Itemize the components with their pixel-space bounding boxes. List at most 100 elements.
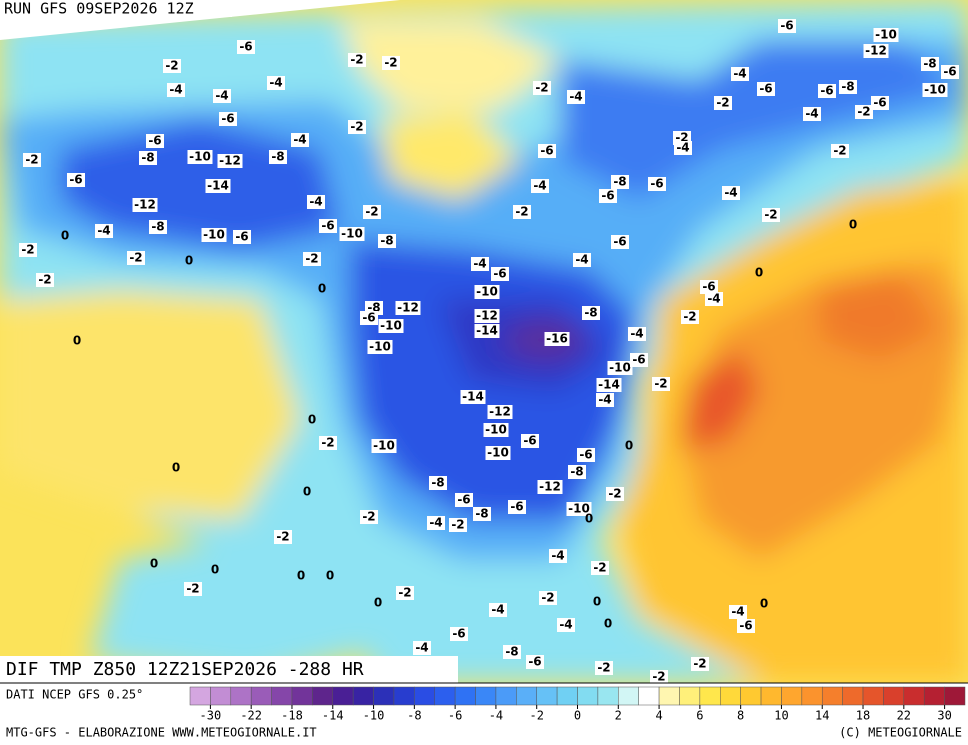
label-box [395, 301, 421, 315]
label-box [267, 76, 285, 90]
label-box [378, 319, 404, 333]
label-box [303, 252, 321, 266]
map-title: DIF TMP Z850 12Z21SEP2026 -288 HR [6, 659, 364, 680]
label-box [577, 448, 595, 462]
label-box [873, 28, 899, 42]
contour-label: -2 [693, 657, 706, 671]
label-box [863, 44, 889, 58]
contour-label: -2 [186, 582, 199, 596]
contour-label: -2 [608, 487, 621, 501]
contour-label: -8 [584, 306, 597, 320]
color-swatch [740, 686, 762, 706]
contour-label: -10 [487, 446, 509, 460]
label-box [549, 549, 567, 563]
contour-label: -6 [943, 65, 956, 79]
contour-label: -2 [350, 53, 363, 67]
contour-label: -14 [462, 390, 484, 404]
contour-label: -14 [476, 324, 498, 338]
contour-label: -6 [148, 134, 161, 148]
tick-label: 18 [856, 709, 870, 723]
label-box [921, 57, 939, 71]
color-swatch [536, 686, 558, 706]
contour-label: -2 [276, 530, 289, 544]
color-swatch [516, 686, 537, 706]
color-swatch [720, 686, 741, 706]
contour-label: -2 [129, 251, 142, 265]
color-swatch [638, 686, 660, 706]
label-box [508, 500, 526, 514]
contour-label: -2 [165, 59, 178, 73]
label-box [67, 173, 85, 187]
color-swatch [597, 686, 619, 706]
label-box [757, 82, 775, 96]
contour-label: -6 [493, 267, 506, 281]
contour-label: -4 [429, 516, 442, 530]
label-box [219, 112, 237, 126]
contour-label: -10 [485, 423, 507, 437]
label-box [396, 586, 414, 600]
label-box [473, 507, 491, 521]
contour-label: 0 [185, 254, 193, 268]
label-box [922, 83, 948, 97]
contour-label: -12 [865, 44, 887, 58]
contour-label: -10 [609, 361, 631, 375]
label-box [630, 353, 648, 367]
color-swatch [414, 686, 435, 706]
label-box [871, 96, 889, 110]
color-swatch [210, 686, 232, 706]
contour-label: -6 [579, 448, 592, 462]
label-box [737, 619, 755, 633]
label-box [596, 378, 622, 392]
contour-label: -8 [141, 151, 154, 165]
contour-label: -2 [833, 144, 846, 158]
contour-label: -4 [293, 133, 306, 147]
label-box [187, 150, 213, 164]
contour-label: -6 [540, 144, 553, 158]
color-swatch [271, 686, 293, 706]
contour-label: 0 [211, 563, 219, 577]
contour-label: 0 [303, 485, 311, 499]
contour-label: 0 [297, 569, 305, 583]
contour-label: -4 [569, 90, 582, 104]
contour-label: -12 [134, 198, 156, 212]
contour-label: -2 [384, 56, 397, 70]
contour-label: -6 [528, 655, 541, 669]
label-box [449, 518, 467, 532]
label-box [139, 151, 157, 165]
contour-label: 0 [755, 266, 763, 280]
color-swatch [393, 686, 415, 706]
label-box [650, 670, 668, 684]
color-swatch [699, 686, 721, 706]
label-box [606, 487, 624, 501]
label-box [538, 144, 556, 158]
label-box [596, 393, 614, 407]
contour-label: -2 [515, 205, 528, 219]
color-swatch [577, 686, 599, 706]
label-box [163, 59, 181, 73]
contour-label: -8 [613, 175, 626, 189]
contour-label: -2 [857, 105, 870, 119]
color-swatch [944, 686, 966, 706]
label-box [237, 40, 255, 54]
label-box [503, 645, 521, 659]
contour-label: -4 [805, 107, 818, 121]
label-box [36, 273, 54, 287]
contour-label: 0 [593, 595, 601, 609]
contour-label: -12 [539, 480, 561, 494]
color-swatch [352, 686, 374, 706]
label-box [681, 310, 699, 324]
tick-label: -10 [363, 709, 385, 723]
label-box [611, 175, 629, 189]
label-box [533, 81, 551, 95]
footer-left: MTG-GFS - ELABORAZIONE WWW.METEOGIORNALE… [6, 726, 317, 740]
contour-label: -2 [593, 561, 606, 575]
contour-label: -12 [397, 301, 419, 315]
label-box [474, 285, 500, 299]
contour-label: -4 [559, 618, 572, 632]
color-swatch [801, 686, 823, 706]
contour-label: -6 [613, 235, 626, 249]
contour-label: -4 [676, 141, 689, 155]
label-box [450, 627, 468, 641]
contour-label: 0 [326, 569, 334, 583]
